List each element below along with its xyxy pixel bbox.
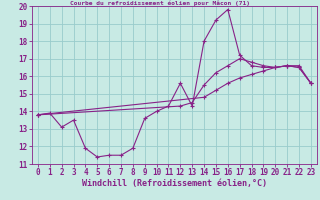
- Text: Courbe du refroidissement éolien pour Mâcon (71): Courbe du refroidissement éolien pour Mâ…: [70, 1, 250, 6]
- X-axis label: Windchill (Refroidissement éolien,°C): Windchill (Refroidissement éolien,°C): [82, 179, 267, 188]
